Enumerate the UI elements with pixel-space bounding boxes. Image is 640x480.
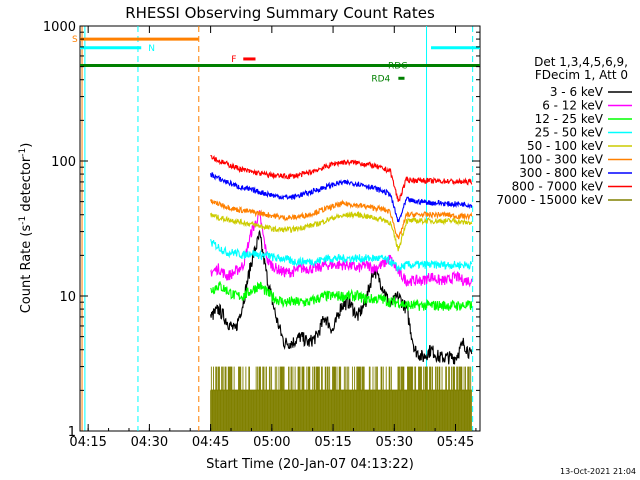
flag-label-3: F — [231, 55, 236, 65]
x-tick-label-5: 05:30 — [376, 435, 413, 450]
legend-header-0: Det 1,3,4,5,6,9, — [534, 55, 628, 69]
vertical-markers — [81, 26, 474, 431]
flag-label-4: RDC — [388, 61, 407, 71]
legend-label-0: 3 - 6 keV — [550, 85, 604, 99]
flag-label-1: N — [148, 44, 155, 54]
y-tick-label-2: 100 — [51, 155, 76, 170]
flag-bars: S N N F RDC RD4 — [72, 35, 480, 84]
y-tick-label-3: 1000 — [43, 20, 76, 35]
y-label-sup-2: -1 — [18, 148, 28, 157]
x-tick-label-6: 05:45 — [437, 435, 474, 450]
legend-label-3: 25 - 50 keV — [535, 126, 604, 140]
y-label-sup-1: -1 — [18, 216, 28, 225]
chart-title: RHESSI Observing Summary Count Rates — [125, 4, 435, 22]
axes-ticks: 04:15 04:30 04:45 05:00 05:15 05:30 05:45 1 10 10… — [43, 20, 480, 450]
legend: Det 1,3,4,5,6,9,FDecim 1, Att 0 3 - 6 keV… — [496, 55, 632, 207]
x-tick-label-3: 05:00 — [253, 435, 290, 450]
legend-header-1: FDecim 1, Att 0 — [535, 68, 628, 82]
series-line-4 — [210, 211, 473, 252]
y-tick-label-0: 1 — [68, 425, 76, 440]
x-tick-label-1: 04:30 — [131, 435, 168, 450]
series-line-5 — [210, 199, 473, 240]
background-series — [210, 366, 472, 431]
footer-timestamp: 13-Oct-2021 21:04 — [560, 467, 636, 476]
series-line-3 — [210, 239, 473, 272]
y-label-tail: detector — [19, 156, 34, 216]
legend-label-5: 100 - 300 keV — [519, 153, 603, 167]
x-tick-label-2: 04:45 — [192, 435, 229, 450]
series-line-2 — [210, 281, 473, 312]
series-line-1 — [210, 210, 473, 288]
y-label-end: ) — [19, 143, 34, 148]
y-tick-label-1: 10 — [59, 290, 76, 305]
x-axis-label: Start Time (20-Jan-07 04:13:22) — [206, 457, 414, 472]
flag-label-2: N — [435, 37, 442, 47]
legend-label-2: 12 - 25 keV — [535, 112, 604, 126]
x-tick-label-4: 05:15 — [314, 435, 351, 450]
series-line-0 — [210, 229, 473, 365]
flag-label-5: RD4 — [371, 74, 390, 84]
y-axis-label: Count Rate (s-1 detector-1) — [18, 143, 34, 314]
series-lines — [210, 154, 473, 365]
x-tick-label-0: 04:15 — [69, 435, 106, 450]
flag-label-0: S — [72, 35, 78, 45]
series-line-6 — [210, 172, 473, 223]
legend-label-4: 50 - 100 keV — [527, 139, 604, 153]
legend-label-7: 800 - 7000 keV — [512, 180, 604, 194]
legend-label-1: 6 - 12 keV — [542, 99, 604, 113]
legend-label-6: 300 - 800 keV — [519, 166, 603, 180]
legend-label-8: 7000 - 15000 keV — [496, 193, 603, 207]
y-label-main: Count Rate (s — [19, 225, 34, 314]
series-line-7 — [210, 154, 473, 202]
